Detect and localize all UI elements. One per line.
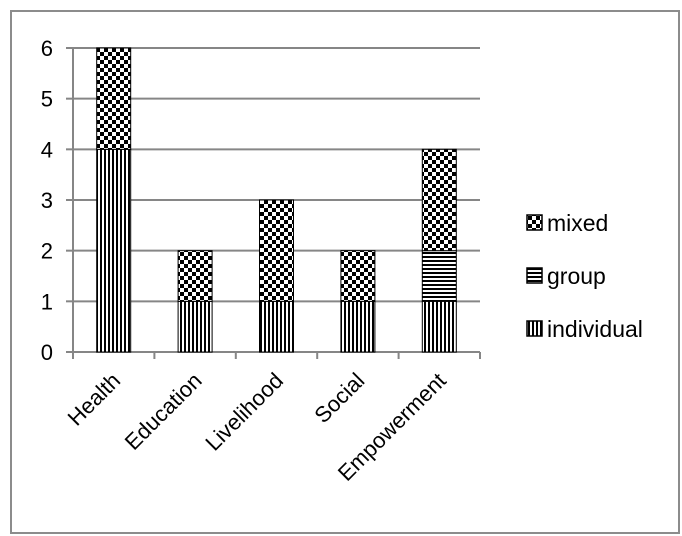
bar-segment-individual-health xyxy=(96,148,132,353)
x-tick-label: Education xyxy=(120,368,207,455)
bar-segment-individual-social xyxy=(340,300,376,353)
x-tick-label: Social xyxy=(309,368,369,428)
y-tick-label: 2 xyxy=(41,239,53,264)
x-tick-label: Livelihood xyxy=(200,368,288,456)
legend-swatch-individual xyxy=(526,320,543,337)
bar-segment-group-empowerment xyxy=(421,250,457,302)
bar-segment-mixed-health xyxy=(96,47,132,150)
legend-swatch-mixed xyxy=(526,214,543,231)
bar-segment-mixed-education xyxy=(177,250,213,302)
bar-segment-individual-livelihood xyxy=(259,300,294,353)
y-tick-label: 6 xyxy=(41,36,53,61)
legend-label-individual: individual xyxy=(547,316,643,342)
bar-segment-mixed-livelihood xyxy=(259,199,294,302)
legend-label-group: group xyxy=(547,263,606,289)
y-tick-label: 4 xyxy=(41,137,53,162)
bar-segment-mixed-social xyxy=(340,250,376,302)
legend: mixed group individual xyxy=(526,210,643,342)
y-tick-label: 0 xyxy=(41,340,53,365)
x-tick-label: Health xyxy=(63,368,126,431)
legend-swatch-group xyxy=(526,267,543,284)
bars xyxy=(96,47,457,353)
bar-segment-individual-empowerment xyxy=(421,300,457,353)
y-tick-label: 3 xyxy=(41,188,53,213)
gridlines xyxy=(73,47,480,303)
legend-label-mixed: mixed xyxy=(547,210,608,236)
bar-segment-mixed-empowerment xyxy=(421,148,457,252)
y-tick-label: 1 xyxy=(41,289,53,314)
bar-segment-individual-education xyxy=(177,300,213,353)
y-tick-label: 5 xyxy=(41,87,53,112)
